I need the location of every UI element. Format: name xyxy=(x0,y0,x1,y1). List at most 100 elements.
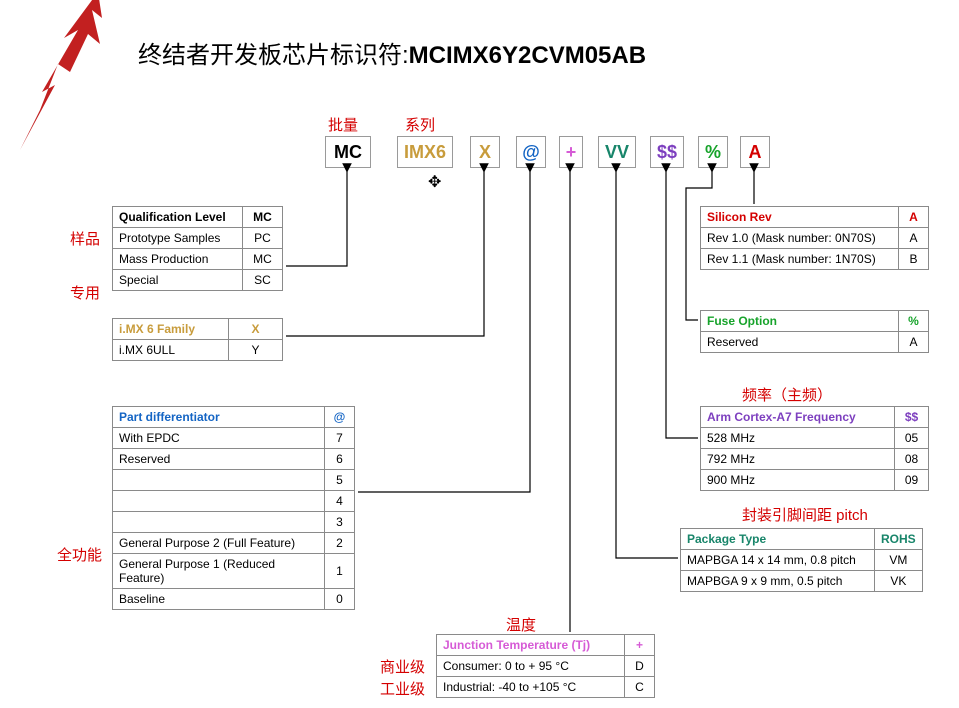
table-cell-code: C xyxy=(625,677,655,698)
table-row: General Purpose 2 (Full Feature)2 xyxy=(113,533,355,554)
table-header: Silicon Rev xyxy=(701,207,899,228)
title-cn-text: 终结者开发板芯片标识符: xyxy=(138,42,409,69)
table-row: Rev 1.0 (Mask number: 0N70S)A xyxy=(701,228,929,249)
table-cell-code: B xyxy=(899,249,929,270)
table-cell xyxy=(113,470,325,491)
table-cell: 528 MHz xyxy=(701,428,895,449)
label-industrial: 工业级 xyxy=(380,678,425,699)
table-qualification: Qualification LevelMCPrototype SamplesPC… xyxy=(112,206,283,291)
table-cell-code: 2 xyxy=(325,533,355,554)
codebox-: $$ xyxy=(650,136,684,168)
table-row: i.MX 6ULLY xyxy=(113,340,283,361)
table-row: 528 MHz05 xyxy=(701,428,929,449)
title-code-text: MCIMX6Y2CVM05AB xyxy=(409,42,646,69)
table-cell: General Purpose 2 (Full Feature) xyxy=(113,533,325,554)
table-cell: Reserved xyxy=(701,332,899,353)
label-temp: 温度 xyxy=(506,614,536,635)
table-row: SpecialSC xyxy=(113,270,283,291)
table-header: Fuse Option xyxy=(701,311,899,332)
table-cell: MAPBGA 9 x 9 mm, 0.5 pitch xyxy=(681,571,875,592)
table-cell-code: MC xyxy=(243,249,283,270)
label-batch: 批量 xyxy=(328,114,358,135)
codebox-imx6: IMX6 xyxy=(397,136,453,168)
table-cell-code: VK xyxy=(875,571,923,592)
table-row: Baseline0 xyxy=(113,589,355,610)
table-family: i.MX 6 FamilyXi.MX 6ULLY xyxy=(112,318,283,361)
table-row: Prototype SamplesPC xyxy=(113,228,283,249)
table-cell: MAPBGA 14 x 14 mm, 0.8 pitch xyxy=(681,550,875,571)
move-cursor-icon: ✥ xyxy=(428,172,441,192)
table-header: Arm Cortex-A7 Frequency xyxy=(701,407,895,428)
label-series: 系列 xyxy=(405,114,435,135)
table-row: Rev 1.1 (Mask number: 1N70S)B xyxy=(701,249,929,270)
table-header-code: $$ xyxy=(895,407,929,428)
table-cell: Consumer: 0 to + 95 °C xyxy=(437,656,625,677)
label-frequency: 频率（主频） xyxy=(742,384,832,405)
table-cell-code: SC xyxy=(243,270,283,291)
table-header-code: @ xyxy=(325,407,355,428)
table-cell: Special xyxy=(113,270,243,291)
table-header: Part differentiator xyxy=(113,407,325,428)
table-cell: Industrial: -40 to +105 °C xyxy=(437,677,625,698)
table-row: 5 xyxy=(113,470,355,491)
table-row: MAPBGA 14 x 14 mm, 0.8 pitchVM xyxy=(681,550,923,571)
table-cell-code: 1 xyxy=(325,554,355,589)
table-frequency: Arm Cortex-A7 Frequency$$528 MHz05792 MH… xyxy=(700,406,929,491)
table-row: 3 xyxy=(113,512,355,533)
table-cell: i.MX 6ULL xyxy=(113,340,229,361)
logo-arrow xyxy=(0,0,110,150)
codebox-mc: MC xyxy=(325,136,371,168)
table-silicon_rev: Silicon RevARev 1.0 (Mask number: 0N70S)… xyxy=(700,206,929,270)
table-row: 4 xyxy=(113,491,355,512)
table-cell: Reserved xyxy=(113,449,325,470)
table-header-code: % xyxy=(899,311,929,332)
table-cell: 900 MHz xyxy=(701,470,895,491)
table-row: Industrial: -40 to +105 °CC xyxy=(437,677,655,698)
table-cell-code: VM xyxy=(875,550,923,571)
table-cell-code: 09 xyxy=(895,470,929,491)
table-cell: 792 MHz xyxy=(701,449,895,470)
label-commercial: 商业级 xyxy=(380,656,425,677)
table-row: With EPDC7 xyxy=(113,428,355,449)
table-row: ReservedA xyxy=(701,332,929,353)
table-row: 792 MHz08 xyxy=(701,449,929,470)
table-cell-code: D xyxy=(625,656,655,677)
table-cell-code: 5 xyxy=(325,470,355,491)
table-cell: Rev 1.0 (Mask number: 0N70S) xyxy=(701,228,899,249)
label-special: 专用 xyxy=(70,282,100,303)
codebox-: + xyxy=(559,136,583,168)
table-cell-code: 0 xyxy=(325,589,355,610)
table-fuse_option: Fuse Option%ReservedA xyxy=(700,310,929,353)
table-cell-code: 7 xyxy=(325,428,355,449)
codebox-: @ xyxy=(516,136,546,168)
table-junction_temp: Junction Temperature (Tj)+Consumer: 0 to… xyxy=(436,634,655,698)
table-header-code: ROHS xyxy=(875,529,923,550)
table-cell-code: 4 xyxy=(325,491,355,512)
table-cell-code: A xyxy=(899,228,929,249)
table-row: Reserved6 xyxy=(113,449,355,470)
table-cell: Mass Production xyxy=(113,249,243,270)
table-header: i.MX 6 Family xyxy=(113,319,229,340)
table-cell: Rev 1.1 (Mask number: 1N70S) xyxy=(701,249,899,270)
table-header: Package Type xyxy=(681,529,875,550)
table-cell: Baseline xyxy=(113,589,325,610)
label-fullfeat: 全功能 xyxy=(57,544,102,565)
table-header-code: X xyxy=(229,319,283,340)
label-package: 封装引脚间距 pitch xyxy=(742,504,868,525)
table-cell-code: 6 xyxy=(325,449,355,470)
table-header: Qualification Level xyxy=(113,207,243,228)
table-cell-code: 08 xyxy=(895,449,929,470)
table-cell: General Purpose 1 (Reduced Feature) xyxy=(113,554,325,589)
table-cell xyxy=(113,512,325,533)
table-cell-code: 3 xyxy=(325,512,355,533)
table-row: 900 MHz09 xyxy=(701,470,929,491)
table-header: Junction Temperature (Tj) xyxy=(437,635,625,656)
page-title: 终结者开发板芯片标识符:MCIMX6Y2CVM05AB xyxy=(138,35,646,70)
table-cell-code: A xyxy=(899,332,929,353)
table-row: Consumer: 0 to + 95 °CD xyxy=(437,656,655,677)
table-cell-code: Y xyxy=(229,340,283,361)
table-cell-code: 05 xyxy=(895,428,929,449)
table-header-code: MC xyxy=(243,207,283,228)
codebox-x: X xyxy=(470,136,500,168)
codebox-a: A xyxy=(740,136,770,168)
